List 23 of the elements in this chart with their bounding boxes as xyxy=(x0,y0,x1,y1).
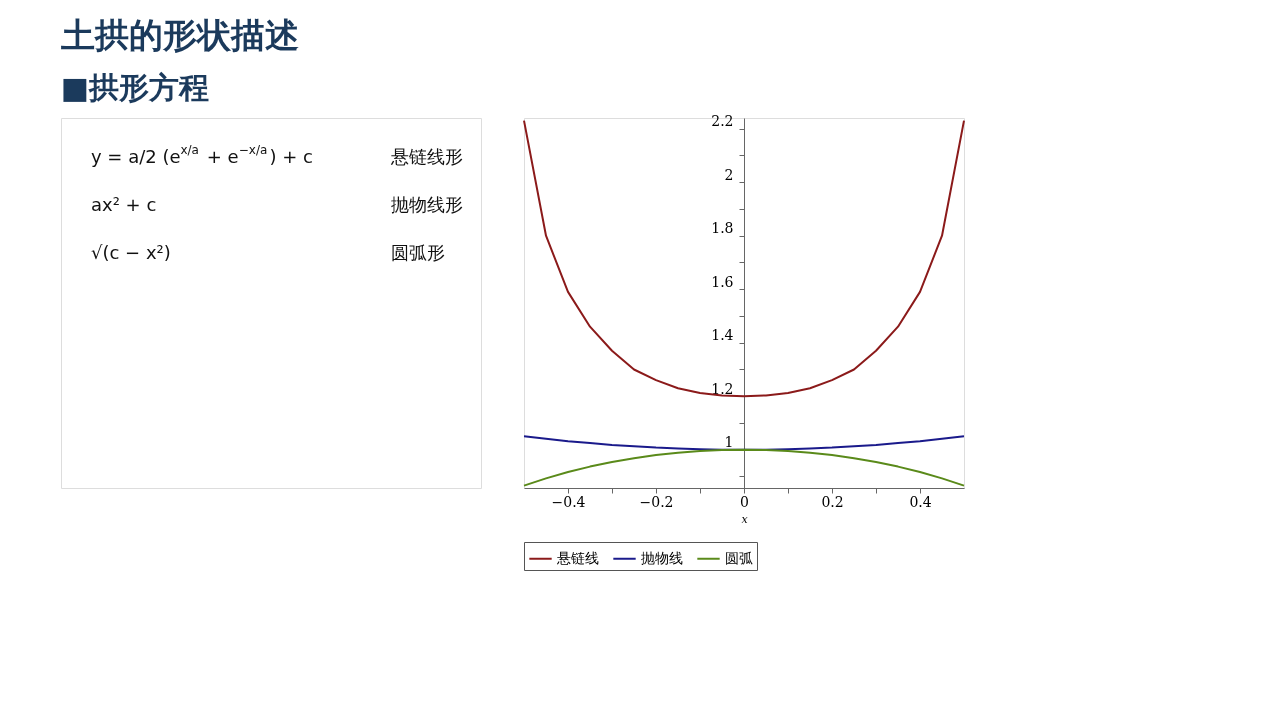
text: 圆弧形 xyxy=(391,242,445,263)
y-tick-label: 1 xyxy=(724,434,734,451)
x-tick-label: −0.4 xyxy=(551,493,586,510)
x-tick-label: 0.2 xyxy=(821,493,844,510)
y-tick-label: 2.2 xyxy=(711,113,734,130)
text: ax² + c xyxy=(91,194,157,215)
x-tick-label: 0.4 xyxy=(909,493,932,510)
x-tick-label: 0 xyxy=(740,493,749,510)
legend-label: 圆弧 xyxy=(725,549,753,566)
y-tick-label: 1.2 xyxy=(711,380,734,397)
legend-label: 悬链线 xyxy=(556,549,599,566)
text: ■拱形方程 xyxy=(60,70,209,106)
y-tick-label: 2 xyxy=(724,166,734,183)
text: √(c − x²) xyxy=(91,242,171,263)
x-axis-title: x xyxy=(741,512,749,526)
text: 土拱的形状描述 xyxy=(59,15,299,56)
text: 悬链线形 xyxy=(390,146,463,167)
y-tick-label: 1.4 xyxy=(711,327,734,344)
y-tick-label: 1.6 xyxy=(711,273,734,290)
legend-label: 抛物线 xyxy=(641,549,683,566)
y-tick-label: 1.8 xyxy=(711,220,734,237)
x-tick-label: −0.2 xyxy=(639,493,674,510)
text: 抛物线形 xyxy=(391,194,463,215)
